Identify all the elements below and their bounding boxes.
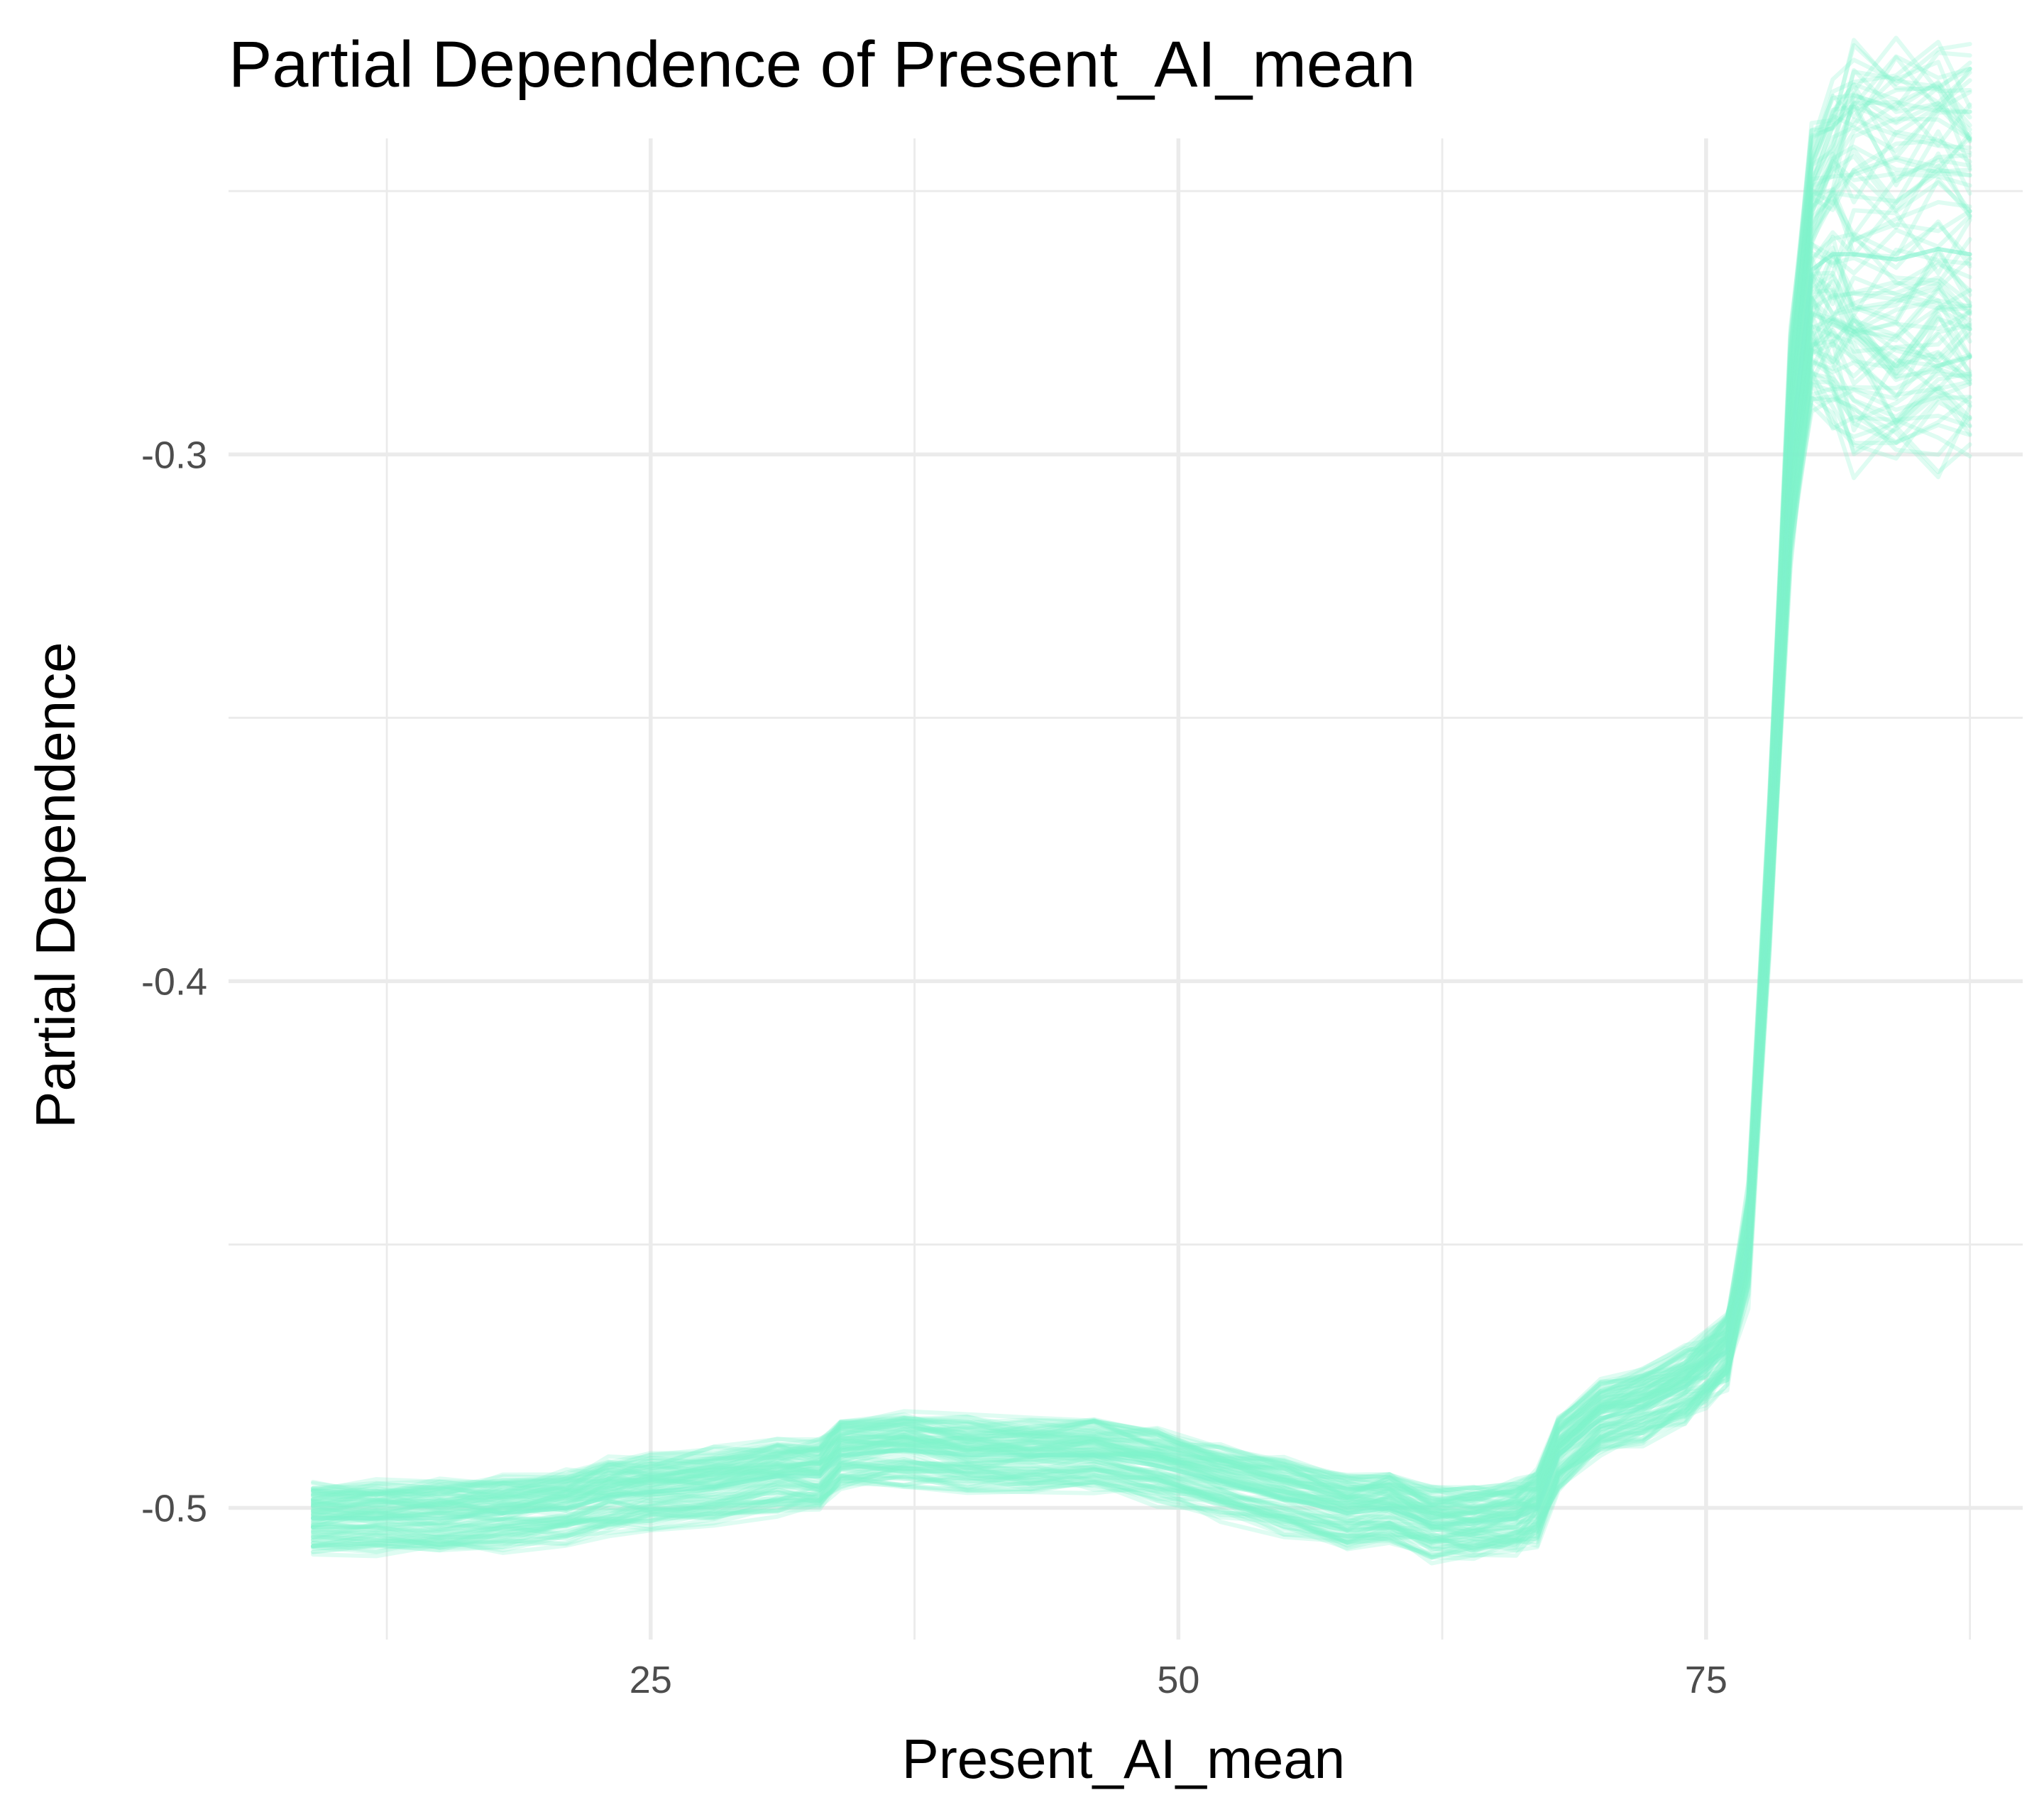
ice-curve [311, 107, 1972, 1550]
x-axis-title: Present_AI_mean [902, 1728, 1345, 1790]
ice-curve [311, 57, 1972, 1535]
ice-curve [311, 67, 1972, 1520]
y-axis-ticks: -0.5 -0.4 -0.3 [141, 434, 207, 1530]
ice-curve [311, 70, 1972, 1505]
x-tick-label: 25 [630, 1659, 672, 1701]
ice-curve [311, 287, 1972, 1548]
ice-curve [311, 365, 1972, 1560]
ice-curve [311, 324, 1972, 1503]
ice-curve [311, 369, 1972, 1527]
ice-curve [311, 79, 1972, 1510]
ice-curve [311, 386, 1972, 1515]
ice-curve [311, 116, 1972, 1522]
ice-curve [311, 330, 1972, 1539]
ice-curve [311, 60, 1972, 1547]
ice-curve [311, 38, 1972, 1517]
ice-curve [311, 370, 1972, 1508]
ice-curve [311, 395, 1972, 1552]
ice-curve [311, 396, 1972, 1545]
ice-curve [311, 330, 1972, 1510]
ice-curve [311, 81, 1972, 1544]
ice-curve [311, 42, 1972, 1515]
ice-curves [311, 35, 1972, 1566]
ice-curve [311, 275, 1972, 1496]
ice-curve [311, 144, 1972, 1520]
ice-curve [311, 151, 1972, 1500]
y-tick-label: -0.3 [141, 434, 207, 476]
ice-curve [311, 50, 1972, 1498]
ice-curve [311, 171, 1972, 1515]
ice-curve [311, 371, 1972, 1534]
ice-curve [311, 348, 1972, 1507]
ice-curve [311, 380, 1972, 1515]
x-tick-label: 75 [1685, 1659, 1727, 1701]
ice-curve [311, 314, 1972, 1531]
mean-curve [311, 246, 1972, 1526]
ice-curve [311, 317, 1972, 1547]
ice-curve [311, 368, 1972, 1538]
grid [229, 138, 2023, 1640]
chart-title: Partial Dependence of Present_AI_mean [229, 28, 1415, 101]
ice-curve [311, 129, 1972, 1505]
ice-curve [311, 279, 1972, 1558]
ice-curve [311, 104, 1972, 1515]
ice-curve [311, 117, 1972, 1554]
ice-curve [311, 82, 1972, 1534]
x-tick-label: 50 [1157, 1659, 1199, 1701]
ice-curve [311, 35, 1972, 1524]
ice-curve [311, 357, 1972, 1553]
ice-curve [311, 312, 1972, 1510]
ice-curve [311, 55, 1972, 1533]
ice-curve [311, 381, 1972, 1500]
ice-curve [311, 100, 1972, 1508]
ice-curve [311, 339, 1972, 1520]
ice-curve [311, 40, 1972, 1521]
ice-curve [311, 82, 1972, 1523]
ice-curve [311, 85, 1972, 1501]
y-tick-label: -0.5 [141, 1487, 207, 1530]
ice-curve [311, 371, 1972, 1552]
ice-curve [311, 136, 1972, 1521]
ice-curve [311, 309, 1972, 1540]
y-axis-title: Partial Dependence [24, 642, 87, 1128]
ice-curve [311, 381, 1972, 1508]
ice-curve [311, 219, 1972, 1508]
y-tick-label: -0.4 [141, 960, 207, 1003]
x-axis-ticks: 25 50 75 [630, 1659, 1727, 1701]
ice-curve [311, 358, 1972, 1519]
ice-curve [311, 78, 1972, 1551]
ice-curve [311, 394, 1972, 1504]
